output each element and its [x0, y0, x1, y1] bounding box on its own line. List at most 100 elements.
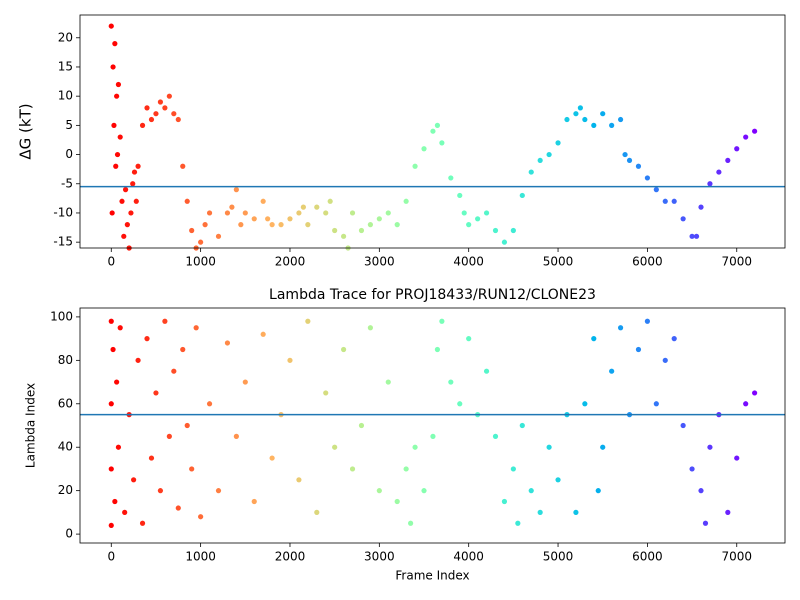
point — [198, 239, 204, 245]
point — [153, 390, 159, 396]
point — [122, 509, 128, 515]
point — [171, 368, 177, 374]
point — [171, 111, 177, 117]
point — [448, 379, 454, 385]
point — [573, 509, 579, 515]
point — [265, 216, 271, 222]
point — [148, 455, 155, 461]
y-tick-label: 20 — [58, 30, 73, 44]
point — [114, 93, 120, 99]
point — [582, 116, 588, 123]
point — [323, 390, 329, 396]
point — [537, 509, 543, 515]
x-tick-label: 7000 — [721, 255, 752, 269]
point — [698, 488, 704, 494]
point — [233, 187, 239, 193]
y-tick-label: 60 — [58, 396, 73, 410]
point — [680, 216, 686, 222]
point — [725, 157, 731, 164]
point — [110, 346, 116, 353]
point — [135, 163, 141, 169]
point — [175, 116, 181, 123]
point — [582, 401, 588, 407]
point — [434, 122, 441, 128]
point — [121, 233, 127, 239]
x-tick-label: 5000 — [543, 550, 574, 564]
point — [408, 520, 414, 526]
point — [108, 401, 114, 407]
point — [327, 198, 333, 204]
point — [180, 346, 186, 353]
point — [653, 401, 659, 407]
x-tick-label: 2000 — [275, 550, 306, 564]
chart-title: Lambda Trace for PROJ18433/RUN12/CLONE23 — [269, 287, 596, 303]
x-tick-label: 6000 — [632, 550, 663, 564]
point — [752, 390, 758, 396]
point — [349, 210, 356, 216]
y-tick-label: 0 — [65, 147, 73, 161]
point — [689, 233, 695, 239]
point — [367, 222, 373, 228]
y-tick-label: 100 — [50, 309, 73, 323]
point — [206, 401, 213, 407]
point — [430, 433, 436, 439]
point — [278, 222, 284, 228]
point — [577, 105, 583, 111]
point — [108, 318, 114, 324]
point — [162, 105, 168, 111]
y-axis-label: ΔG (kT) — [17, 103, 35, 159]
point — [466, 222, 472, 228]
point — [609, 122, 615, 128]
point — [421, 488, 427, 494]
x-tick-label: 4000 — [453, 550, 484, 564]
point — [591, 122, 597, 128]
point — [119, 198, 125, 204]
point — [622, 151, 628, 158]
point — [358, 227, 365, 234]
point — [323, 210, 329, 216]
point — [114, 379, 120, 385]
point — [394, 498, 400, 505]
point — [131, 169, 138, 175]
point — [314, 509, 320, 515]
point — [175, 505, 181, 511]
point — [144, 105, 150, 111]
point — [124, 222, 130, 228]
point — [115, 444, 122, 450]
point — [403, 466, 409, 472]
point — [131, 477, 137, 483]
point — [376, 488, 382, 494]
point — [595, 488, 601, 494]
point — [112, 41, 118, 47]
point — [412, 163, 418, 169]
point — [725, 509, 731, 515]
point — [260, 331, 266, 337]
y-tick-label: 0 — [65, 527, 73, 541]
point — [653, 187, 659, 193]
point — [367, 325, 373, 331]
point — [528, 488, 534, 494]
y-tick-label: 10 — [58, 89, 73, 103]
point — [448, 175, 454, 181]
point — [340, 346, 347, 353]
point — [421, 146, 427, 152]
point — [115, 81, 122, 88]
point — [122, 187, 129, 193]
x-tick-label: 1000 — [185, 550, 216, 564]
point — [349, 466, 356, 472]
point — [242, 379, 248, 385]
point — [224, 340, 231, 346]
point — [332, 444, 338, 450]
point — [515, 520, 521, 526]
point — [483, 368, 490, 374]
point — [510, 227, 516, 234]
point — [260, 198, 266, 204]
x-tick-label: 2000 — [275, 255, 306, 269]
point — [111, 122, 117, 128]
point — [662, 198, 668, 204]
point — [305, 222, 311, 228]
point — [457, 401, 463, 407]
point — [287, 216, 293, 222]
y-tick-label: 5 — [65, 118, 73, 132]
